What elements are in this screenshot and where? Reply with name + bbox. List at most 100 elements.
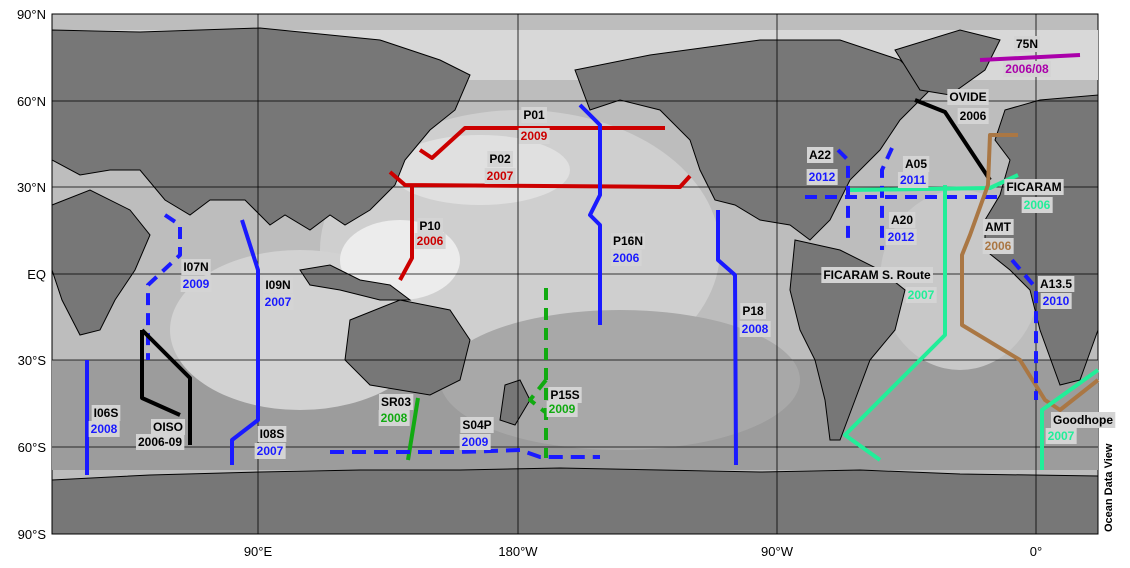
label-a22-name: A22 bbox=[806, 147, 834, 163]
svg-text:FICARAM: FICARAM bbox=[1006, 180, 1061, 194]
lon-tick-90w: 90°W bbox=[761, 544, 794, 559]
label-p01-name: P01 bbox=[521, 107, 547, 123]
svg-text:P02: P02 bbox=[489, 152, 511, 166]
label-a13-5-year: 2010 bbox=[1040, 293, 1072, 309]
label-p18-name: P18 bbox=[740, 303, 766, 319]
svg-text:2006: 2006 bbox=[1024, 198, 1051, 212]
label-goodhope-year: 2007 bbox=[1045, 428, 1077, 444]
new-zealand bbox=[499, 379, 531, 426]
latitude-ticks: 90°N 60°N 30°N EQ 30°S 60°S 90°S bbox=[17, 7, 46, 542]
label-a20-year: 2012 bbox=[885, 229, 917, 245]
svg-text:2012: 2012 bbox=[888, 230, 915, 244]
label-oiso-name: OISO bbox=[150, 419, 186, 435]
svg-text:P15S: P15S bbox=[550, 388, 579, 402]
svg-text:Goodhope: Goodhope bbox=[1053, 413, 1113, 427]
label-a22-year: 2012 bbox=[806, 169, 838, 185]
svg-text:2007: 2007 bbox=[265, 295, 292, 309]
track-p15s bbox=[528, 288, 548, 458]
svg-text:S04P: S04P bbox=[462, 418, 491, 432]
lat-tick-90s: 90°S bbox=[18, 527, 47, 542]
label-oiso-year: 2006-09 bbox=[135, 434, 185, 450]
svg-text:2008: 2008 bbox=[91, 422, 118, 436]
label-i06s-name: I06S bbox=[91, 405, 121, 421]
svg-text:OISO: OISO bbox=[153, 420, 183, 434]
africa bbox=[51, 189, 151, 336]
label-s04p-year: 2009 bbox=[459, 434, 491, 450]
svg-text:2006: 2006 bbox=[960, 109, 987, 123]
svg-text:P18: P18 bbox=[742, 304, 764, 318]
track-oiso bbox=[140, 328, 192, 445]
svg-text:2011: 2011 bbox=[900, 173, 926, 187]
lat-tick-90n: 90°N bbox=[17, 7, 46, 22]
label-p10-name: P10 bbox=[417, 218, 443, 234]
label-sr03-name: SR03 bbox=[378, 394, 414, 410]
svg-text:2007: 2007 bbox=[487, 169, 514, 183]
label-ficaram-name: FICARAM bbox=[1004, 179, 1064, 195]
australia bbox=[344, 299, 471, 396]
track-p10 bbox=[398, 186, 414, 281]
svg-text:2007: 2007 bbox=[257, 444, 284, 458]
label-i08s-name: I08S bbox=[257, 426, 287, 442]
svg-text:A20: A20 bbox=[891, 213, 913, 227]
track-goodhope bbox=[1040, 368, 1100, 470]
lat-tick-60n: 60°N bbox=[17, 94, 46, 109]
svg-text:I08S: I08S bbox=[260, 427, 285, 441]
label-a05-year: 2011 bbox=[897, 172, 929, 188]
svg-text:2006: 2006 bbox=[985, 239, 1012, 253]
antarctica bbox=[51, 467, 1099, 535]
label-p10-year: 2006 bbox=[414, 233, 446, 249]
label-ficaram-s-route-year: 2007 bbox=[905, 287, 937, 303]
svg-text:I06S: I06S bbox=[94, 406, 119, 420]
track-sr03 bbox=[406, 397, 420, 461]
ocean-data-view-watermark: Ocean Data View bbox=[1103, 443, 1115, 532]
label-p18-year: 2008 bbox=[739, 321, 771, 337]
europe-africa-east bbox=[984, 94, 1099, 386]
track-amt bbox=[960, 133, 1100, 412]
svg-text:2012: 2012 bbox=[809, 170, 836, 184]
svg-text:2008: 2008 bbox=[742, 322, 769, 336]
track-75n bbox=[979, 53, 1081, 62]
label-p16n-year: 2006 bbox=[610, 250, 642, 266]
svg-text:2009: 2009 bbox=[521, 129, 548, 143]
lon-tick-90e: 90°E bbox=[244, 544, 273, 559]
track-a22 bbox=[836, 148, 850, 240]
label-a13-5-name: A13.5 bbox=[1037, 276, 1075, 292]
label-i07n-year: 2009 bbox=[180, 276, 212, 292]
label-a05-name: A05 bbox=[902, 156, 930, 172]
label-p02-name: P02 bbox=[487, 151, 513, 167]
north-america bbox=[574, 39, 931, 241]
svg-text:AMT: AMT bbox=[985, 220, 1012, 234]
label-ovide-name: OVIDE bbox=[947, 89, 989, 105]
section-labels: 75N 2006/08 OVIDE 2006 P01 2009 P02 2007 A22 2012… bbox=[88, 36, 1116, 459]
label-sr03-year: 2008 bbox=[378, 410, 410, 426]
svg-text:2007: 2007 bbox=[908, 288, 935, 302]
svg-text:2008: 2008 bbox=[381, 411, 408, 425]
svg-text:75N: 75N bbox=[1016, 37, 1038, 51]
lat-tick-30s: 30°S bbox=[18, 353, 47, 368]
eurasia bbox=[51, 27, 471, 231]
label-goodhope-name: Goodhope bbox=[1051, 412, 1116, 428]
label-p15s-name: P15S bbox=[548, 387, 582, 403]
svg-text:I07N: I07N bbox=[183, 260, 208, 274]
svg-text:2007: 2007 bbox=[1048, 429, 1075, 443]
label-i06s-year: 2008 bbox=[88, 421, 120, 437]
track-i09n bbox=[230, 219, 260, 465]
track-s04p bbox=[330, 448, 600, 459]
track-ficaram-s-route bbox=[843, 185, 947, 462]
svg-text:A22: A22 bbox=[809, 148, 831, 162]
svg-text:P16N: P16N bbox=[613, 234, 643, 248]
svg-text:2009: 2009 bbox=[183, 277, 210, 291]
svg-text:A05: A05 bbox=[905, 157, 927, 171]
svg-text:P10: P10 bbox=[419, 219, 441, 233]
svg-text:2010: 2010 bbox=[1043, 294, 1070, 308]
label-i07n-name: I07N bbox=[181, 259, 211, 275]
svg-text:FICARAM S. Route: FICARAM S. Route bbox=[823, 268, 931, 282]
lat-tick-60s: 60°S bbox=[18, 440, 47, 455]
label-p02-year: 2007 bbox=[484, 168, 516, 184]
label-p16n-name: P16N bbox=[610, 233, 646, 249]
svg-text:OVIDE: OVIDE bbox=[949, 90, 986, 104]
svg-text:2006/08: 2006/08 bbox=[1005, 62, 1049, 76]
track-a13-5 bbox=[1010, 258, 1038, 400]
track-p02 bbox=[388, 170, 692, 189]
